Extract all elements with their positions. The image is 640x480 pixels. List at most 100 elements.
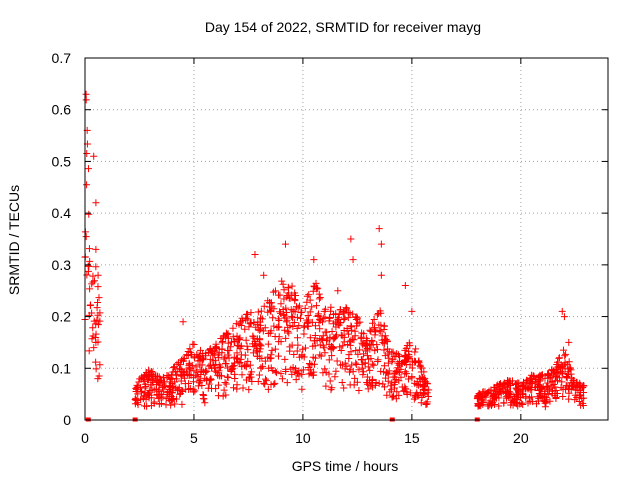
data-point (507, 382, 515, 390)
data-point (479, 392, 487, 400)
data-point (344, 341, 352, 349)
data-point (230, 384, 237, 392)
data-point (565, 395, 573, 403)
data-point (261, 380, 269, 388)
data-point (169, 394, 177, 402)
data-point (242, 336, 250, 344)
data-point (207, 347, 215, 355)
data-point (222, 380, 230, 388)
data-point (339, 342, 347, 350)
data-point (518, 399, 526, 407)
data-point (321, 305, 329, 313)
data-point (295, 367, 303, 375)
data-point (327, 303, 335, 311)
data-point (90, 277, 98, 285)
data-point (290, 350, 298, 358)
data-point (169, 383, 177, 391)
data-point (173, 395, 181, 403)
data-point (193, 368, 201, 376)
data-point (351, 327, 359, 335)
data-point (292, 376, 300, 384)
data-point (349, 256, 357, 264)
data-point (224, 364, 232, 372)
data-point (401, 282, 409, 290)
data-point (268, 346, 276, 354)
data-point (356, 318, 364, 326)
data-point (261, 357, 269, 365)
data-point (267, 327, 275, 335)
data-point (424, 393, 432, 401)
data-point (274, 315, 282, 323)
data-point (354, 350, 362, 358)
data-point (172, 371, 180, 379)
data-point (274, 323, 282, 331)
data-point (412, 391, 420, 399)
data-point (147, 402, 155, 410)
data-point (256, 355, 264, 363)
data-point (347, 336, 355, 344)
y-tick-label: 0.5 (52, 153, 72, 169)
data-point (262, 375, 270, 383)
data-point (375, 225, 383, 233)
data-point (304, 311, 312, 319)
data-point (162, 395, 170, 403)
data-point (214, 392, 222, 400)
data-point (196, 377, 204, 385)
data-point (270, 322, 278, 330)
data-point (282, 365, 290, 373)
data-point (257, 314, 265, 322)
data-point (398, 383, 406, 391)
data-point (557, 384, 565, 392)
data-point (326, 333, 334, 341)
data-point (281, 355, 289, 363)
data-point (410, 395, 418, 403)
data-point (236, 358, 244, 366)
data-point (305, 291, 313, 299)
data-point (389, 393, 397, 401)
data-point (256, 326, 264, 334)
data-point (322, 382, 330, 390)
data-point (377, 327, 385, 335)
data-point (326, 377, 334, 385)
data-point (327, 386, 335, 394)
data-point (238, 371, 246, 379)
data-point (559, 369, 567, 377)
data-point (256, 345, 264, 353)
data-point (250, 343, 258, 351)
data-point (408, 364, 416, 372)
data-point (212, 340, 220, 348)
data-point (254, 308, 262, 316)
data-point (94, 311, 102, 319)
data-point (137, 396, 145, 404)
data-point (490, 394, 498, 402)
data-point (84, 267, 92, 275)
data-point (236, 343, 244, 351)
data-point (293, 334, 301, 342)
data-point (186, 385, 194, 393)
data-point (364, 363, 372, 371)
data-point (347, 323, 355, 331)
data-point (213, 369, 221, 377)
data-point (312, 302, 320, 310)
data-point (319, 342, 327, 350)
data-point (392, 395, 400, 403)
data-point (257, 364, 265, 372)
data-point (377, 309, 385, 317)
data-point (190, 340, 198, 348)
data-point (380, 322, 388, 330)
data-point (411, 392, 419, 400)
data-point (170, 364, 178, 372)
data-point (255, 348, 263, 356)
data-point (82, 233, 90, 241)
data-point (497, 389, 505, 397)
data-point (300, 353, 308, 361)
data-point (235, 320, 243, 328)
data-point (288, 282, 296, 290)
data-point (425, 386, 433, 394)
data-point (351, 374, 359, 382)
data-point (277, 370, 285, 378)
data-point (532, 375, 540, 383)
data-point (281, 326, 289, 334)
data-point (392, 375, 400, 383)
data-point (176, 389, 184, 397)
